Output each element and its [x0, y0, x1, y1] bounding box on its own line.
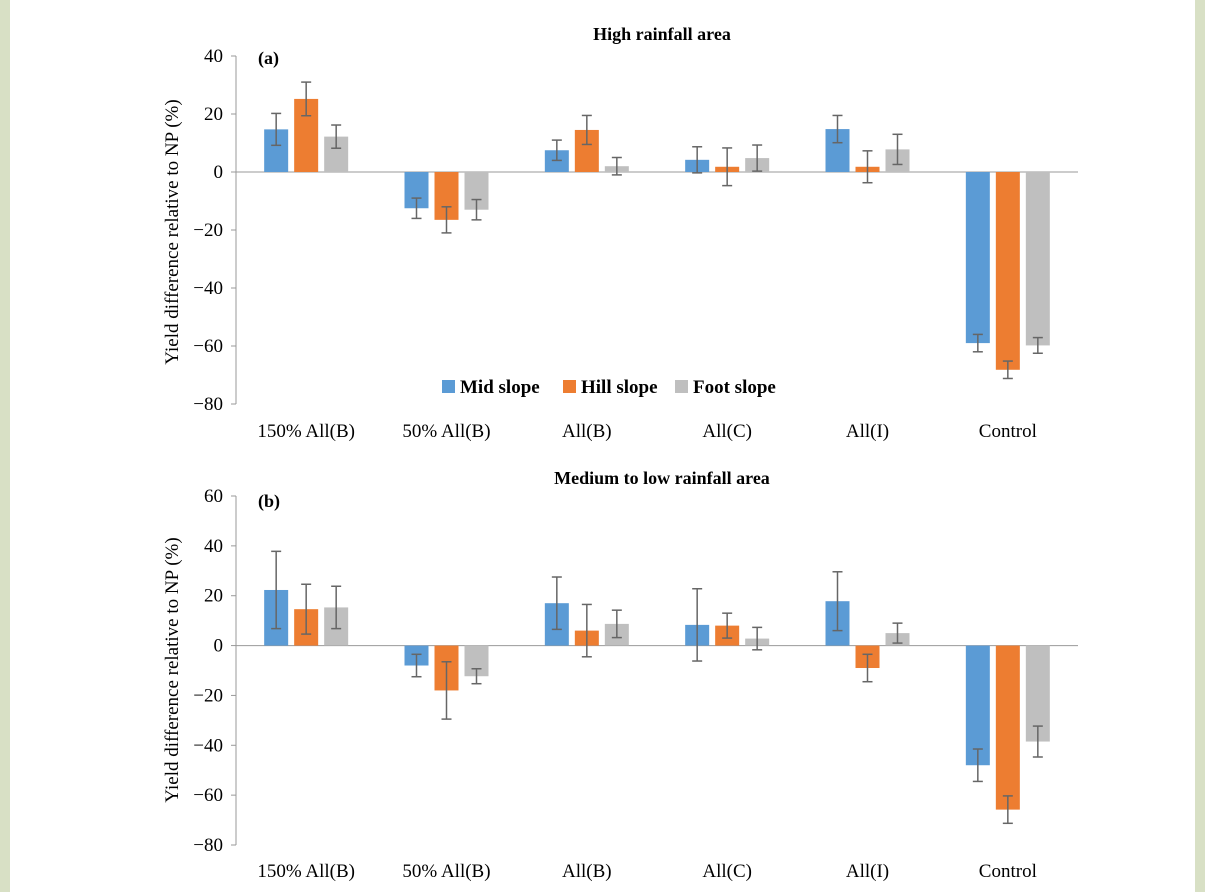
chart-b-grid: [235, 496, 1078, 845]
error-bar-hill-slope-all-b: [581, 114, 592, 146]
error-bar-mid-slope-all-c: [692, 146, 703, 174]
y-tick-label: 20: [204, 104, 223, 125]
chart-b-panel-label: (b): [258, 491, 280, 512]
chart-b-bars: [264, 589, 1050, 810]
legend-label-mid-slope: Mid slope: [460, 377, 540, 398]
bar-hill-slope-control: [995, 645, 1020, 810]
chart-a-bars: [264, 98, 1050, 370]
x-tick-label: Control: [979, 421, 1037, 442]
y-tick-label: −60: [193, 785, 223, 806]
error-bar-foot-slope-all-b: [611, 156, 622, 176]
error-bar-hill-slope-50-all-b: [441, 206, 452, 234]
x-tick-label: All(B): [562, 861, 612, 882]
error-bar-hill-slope-150-all-b: [301, 583, 312, 635]
y-tick-label: 40: [204, 46, 223, 67]
error-bar-mid-slope-all-i: [832, 571, 843, 632]
legend-label-foot-slope: Foot slope: [693, 377, 776, 398]
error-bar-foot-slope-all-c: [752, 144, 763, 172]
y-tick-label: −40: [193, 278, 223, 299]
chart-b-x-ticks: 150% All(B) 50% All(B) All(B) All(C) All(I) C…: [257, 861, 1037, 882]
error-bar-mid-slope-control: [972, 333, 983, 353]
error-bar-hill-slope-all-c: [722, 612, 733, 639]
x-tick-label: All(I): [846, 421, 889, 442]
x-tick-label: All(B): [562, 421, 612, 442]
chart-a-x-ticks: 150% All(B) 50% All(B) All(B) All(C) All(I) C…: [257, 421, 1037, 442]
error-bar-foot-slope-150-all-b: [331, 124, 342, 149]
error-bar-hill-slope-all-b: [581, 603, 592, 658]
chart-b-y-axis-label: Yield difference relative to NP (%): [162, 537, 183, 802]
error-bar-mid-slope-50-all-b: [411, 197, 422, 220]
chart-a-legend: Mid slope Hill slope Foot slope: [442, 377, 776, 398]
error-bar-foot-slope-all-c: [752, 626, 763, 651]
error-bar-foot-slope-control: [1032, 725, 1043, 758]
chart-canvas: High rainfall area (a) Yield difference …: [162, 24, 1078, 882]
y-tick-label: 20: [204, 586, 223, 607]
chart-a: High rainfall area (a) Yield difference …: [162, 24, 1078, 442]
x-tick-label: Control: [979, 861, 1037, 882]
error-bar-mid-slope-all-i: [832, 114, 843, 144]
error-bar-hill-slope-all-i: [862, 150, 873, 184]
chart-a-error-bars: [271, 81, 1043, 380]
x-tick-label: All(C): [702, 861, 752, 882]
chart-b-y-ticks: 60 40 20 0 −20 −40 −60 −80: [193, 486, 236, 856]
error-bar-foot-slope-all-i: [892, 622, 903, 644]
error-bar-hill-slope-50-all-b: [441, 661, 452, 720]
bar-hill-slope-control: [995, 172, 1020, 370]
error-bar-foot-slope-all-b: [611, 609, 622, 639]
bar-foot-slope-control: [1025, 172, 1050, 346]
error-bar-hill-slope-all-c: [722, 147, 733, 187]
x-tick-label: 150% All(B): [257, 861, 355, 882]
error-bar-foot-slope-150-all-b: [331, 585, 342, 630]
x-tick-label: 50% All(B): [402, 421, 490, 442]
chart-a-grid: [235, 56, 1078, 404]
error-bar-foot-slope-50-all-b: [471, 668, 482, 685]
x-tick-label: All(I): [846, 861, 889, 882]
x-tick-label: 150% All(B): [257, 421, 355, 442]
legend-swatch-mid-slope: [442, 380, 455, 393]
legend-swatch-foot-slope: [675, 380, 688, 393]
error-bar-hill-slope-control: [1002, 795, 1013, 825]
error-bar-hill-slope-150-all-b: [301, 81, 312, 117]
bar-mid-slope-control: [965, 645, 990, 766]
error-bar-mid-slope-50-all-b: [411, 653, 422, 678]
error-bar-mid-slope-150-all-b: [271, 550, 282, 630]
error-bar-mid-slope-control: [972, 748, 983, 783]
y-tick-label: 0: [214, 636, 224, 657]
chart-a-y-axis-label: Yield difference relative to NP (%): [162, 99, 183, 364]
y-tick-label: −40: [193, 735, 223, 756]
y-tick-label: −20: [193, 220, 223, 241]
error-bar-foot-slope-50-all-b: [471, 198, 482, 221]
error-bar-mid-slope-150-all-b: [271, 112, 282, 147]
legend-swatch-hill-slope: [563, 380, 576, 393]
figure-panel: High rainfall area (a) Yield difference …: [10, 0, 1195, 892]
chart-a-y-ticks: 40 20 0 −20 −40 −60 −80: [193, 46, 236, 415]
y-tick-label: 40: [204, 536, 223, 557]
y-tick-label: −80: [193, 394, 223, 415]
bar-mid-slope-control: [965, 172, 990, 344]
y-tick-label: 0: [214, 162, 224, 183]
x-tick-label: All(C): [702, 421, 752, 442]
chart-b-error-bars: [271, 550, 1043, 825]
y-tick-label: −20: [193, 685, 223, 706]
error-bar-mid-slope-all-b: [551, 576, 562, 631]
error-bar-hill-slope-control: [1002, 360, 1013, 380]
chart-b-title: Medium to low rainfall area: [554, 468, 770, 488]
y-tick-label: −60: [193, 336, 223, 357]
chart-b: Medium to low rainfall area (b) Yield di…: [162, 468, 1078, 882]
chart-a-title: High rainfall area: [593, 24, 731, 44]
chart-a-panel-label: (a): [258, 48, 279, 69]
y-tick-label: −80: [193, 835, 223, 856]
y-tick-label: 60: [204, 486, 223, 507]
error-bar-mid-slope-all-b: [551, 139, 562, 162]
error-bar-foot-slope-control: [1032, 336, 1043, 354]
error-bar-foot-slope-all-i: [892, 133, 903, 166]
error-bar-mid-slope-all-c: [692, 587, 703, 662]
x-tick-label: 50% All(B): [402, 861, 490, 882]
legend-label-hill-slope: Hill slope: [581, 377, 658, 398]
error-bar-hill-slope-all-i: [862, 653, 873, 683]
